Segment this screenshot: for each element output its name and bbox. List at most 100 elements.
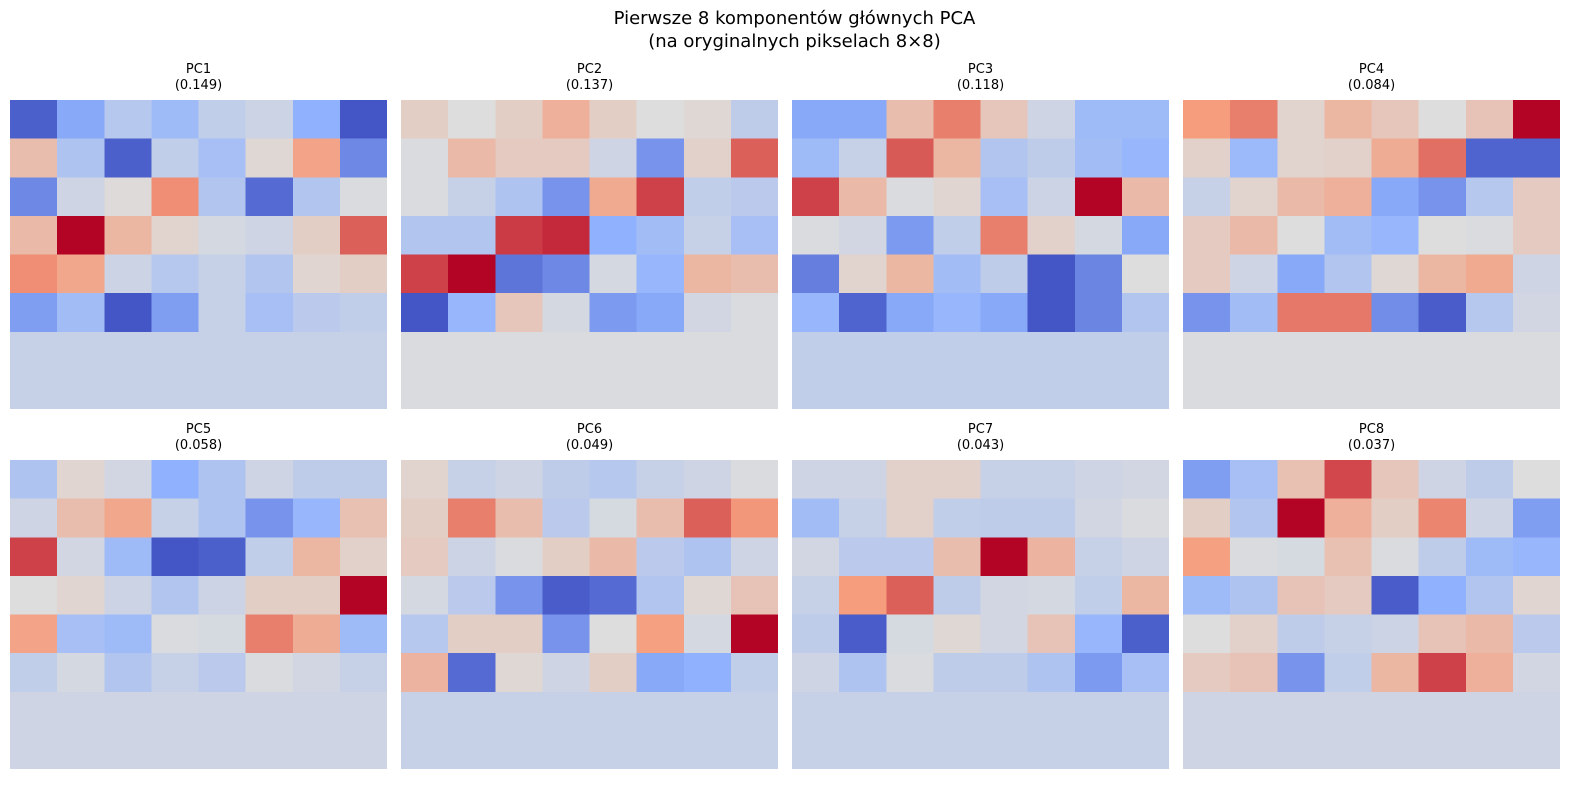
heatmap-cell-r1-c1: [839, 498, 887, 538]
heatmap-cell-r1-c2: [495, 498, 543, 538]
heatmap-cell-r6-c7: [730, 331, 778, 371]
heatmap-cell-r5-c7: [339, 293, 387, 333]
heatmap-cell-r5-c6: [1074, 653, 1123, 693]
heatmap-cell-r3-c0: [10, 575, 58, 616]
heatmap-cell-r6-c6: [1074, 331, 1123, 371]
heatmap-cell-r1-c6: [1074, 138, 1123, 178]
heatmap-cell-r5-c3: [933, 653, 982, 693]
heatmap-cell-r7-c3: [542, 370, 591, 409]
heatmap-cell-r1-c0: [401, 138, 449, 178]
heatmap-cell-r5-c2: [886, 653, 934, 693]
heatmap-cell-r4-c4: [198, 254, 247, 294]
heatmap-cell-r0-c2: [886, 460, 934, 500]
heatmap: [401, 100, 778, 409]
heatmap-cell-r2-c6: [1074, 537, 1123, 577]
heatmap-cell-r3-c3: [1324, 215, 1373, 256]
heatmap-cell-r5-c1: [448, 293, 496, 333]
heatmap-cell-r2-c2: [495, 537, 543, 577]
heatmap-cell-r6-c0: [1183, 691, 1231, 731]
heatmap-cell-r0-c1: [57, 460, 105, 500]
heatmap-cell-r6-c6: [1465, 691, 1514, 731]
heatmap-cell-r3-c5: [1418, 575, 1467, 616]
heatmap-cell-r3-c7: [1512, 215, 1560, 256]
heatmap-cell-r4-c7: [730, 614, 778, 654]
heatmap-cell-r5-c6: [292, 293, 341, 333]
heatmap-cell-r2-c4: [589, 177, 638, 217]
heatmap-cell-r6-c6: [1074, 691, 1123, 731]
panel-title-label: PC5: [185, 422, 212, 437]
heatmap-cell-r6-c1: [839, 691, 887, 731]
heatmap-cell-r1-c6: [683, 138, 732, 178]
heatmap-cell-r0-c7: [1512, 460, 1560, 500]
heatmap-cell-r6-c5: [636, 691, 685, 731]
heatmap-cell-r6-c1: [1230, 691, 1278, 731]
heatmap-cell-r6-c3: [1324, 691, 1373, 731]
heatmap-cell-r0-c0: [401, 460, 449, 500]
heatmap-cell-r3-c2: [1277, 575, 1325, 616]
heatmap-cell-r1-c4: [589, 138, 638, 178]
heatmap-cell-r5-c2: [1277, 293, 1325, 333]
heatmap-cell-r4-c4: [980, 614, 1029, 654]
heatmap-cell-r3-c6: [1074, 575, 1123, 616]
heatmap-cell-r0-c0: [10, 100, 58, 140]
heatmap-cell-r3-c4: [980, 575, 1029, 616]
heatmap-cell-r7-c4: [198, 370, 247, 409]
heatmap-cell-r5-c4: [1371, 653, 1420, 693]
heatmap-cell-r2-c7: [730, 177, 778, 217]
heatmap-cell-r7-c1: [448, 370, 496, 409]
heatmap-cell-r4-c0: [1183, 254, 1231, 294]
heatmap-cell-r6-c3: [151, 331, 200, 371]
heatmap-cell-r7-c1: [57, 730, 105, 769]
heatmap-cell-r4-c7: [339, 254, 387, 294]
panel-title-label: PC1: [185, 62, 212, 77]
heatmap-cell-r1-c7: [1512, 138, 1560, 178]
heatmap-cell-r7-c4: [1371, 370, 1420, 409]
heatmap-cell-r0-c4: [198, 460, 247, 500]
panel-title-variance: (0.084): [1347, 78, 1396, 93]
heatmap-cell-r3-c0: [1183, 575, 1231, 616]
heatmap-cell-r0-c2: [495, 460, 543, 500]
heatmap-cell-r5-c5: [1027, 293, 1076, 333]
heatmap-cell-r0-c6: [1074, 100, 1123, 140]
heatmap-cell-r7-c5: [245, 370, 294, 409]
heatmap-cell-r0-c5: [245, 460, 294, 500]
heatmap-cell-r2-c2: [104, 537, 152, 577]
heatmap-cell-r7-c5: [1027, 730, 1076, 769]
heatmap-cell-r6-c2: [104, 331, 152, 371]
heatmap-cell-r2-c1: [839, 537, 887, 577]
heatmap-cell-r1-c2: [104, 138, 152, 178]
heatmap-cell-r3-c1: [1230, 575, 1278, 616]
heatmap-cell-r0-c3: [542, 100, 591, 140]
heatmap-cell-r0-c4: [980, 100, 1029, 140]
heatmap-cell-r5-c4: [589, 653, 638, 693]
panel-title-variance: (0.058): [174, 438, 223, 453]
heatmap-cell-r7-c2: [104, 730, 152, 769]
heatmap-cell-r5-c1: [839, 653, 887, 693]
heatmap-cell-r3-c1: [839, 215, 887, 256]
heatmap-cell-r5-c5: [1027, 653, 1076, 693]
heatmap-cell-r0-c7: [339, 460, 387, 500]
heatmap-cell-r2-c0: [10, 177, 58, 217]
heatmap-cell-r6-c6: [683, 691, 732, 731]
heatmap-cell-r2-c3: [933, 177, 982, 217]
heatmap-cell-r6-c6: [1465, 331, 1514, 371]
heatmap-cell-r2-c4: [980, 537, 1029, 577]
heatmap-cell-r2-c3: [542, 537, 591, 577]
heatmap-cell-r6-c7: [1121, 691, 1169, 731]
heatmap-cell-r7-c4: [980, 730, 1029, 769]
heatmap-cell-r5-c7: [730, 653, 778, 693]
heatmap-cell-r0-c4: [198, 100, 247, 140]
heatmap-cell-r3-c2: [1277, 215, 1325, 256]
heatmap-cell-r5-c1: [839, 293, 887, 333]
heatmap-cell-r4-c6: [1074, 614, 1123, 654]
heatmap-cell-r6-c7: [1121, 331, 1169, 371]
heatmap-cell-r6-c7: [1512, 331, 1560, 371]
heatmap-cell-r7-c3: [151, 730, 200, 769]
heatmap-cell-r1-c4: [1371, 498, 1420, 538]
heatmap-cell-r1-c0: [401, 498, 449, 538]
heatmap-cell-r4-c3: [151, 614, 200, 654]
heatmap-cell-r6-c3: [151, 691, 200, 731]
heatmap-cell-r5-c2: [495, 293, 543, 333]
heatmap-cell-r2-c1: [839, 177, 887, 217]
heatmap-cell-r2-c4: [198, 177, 247, 217]
